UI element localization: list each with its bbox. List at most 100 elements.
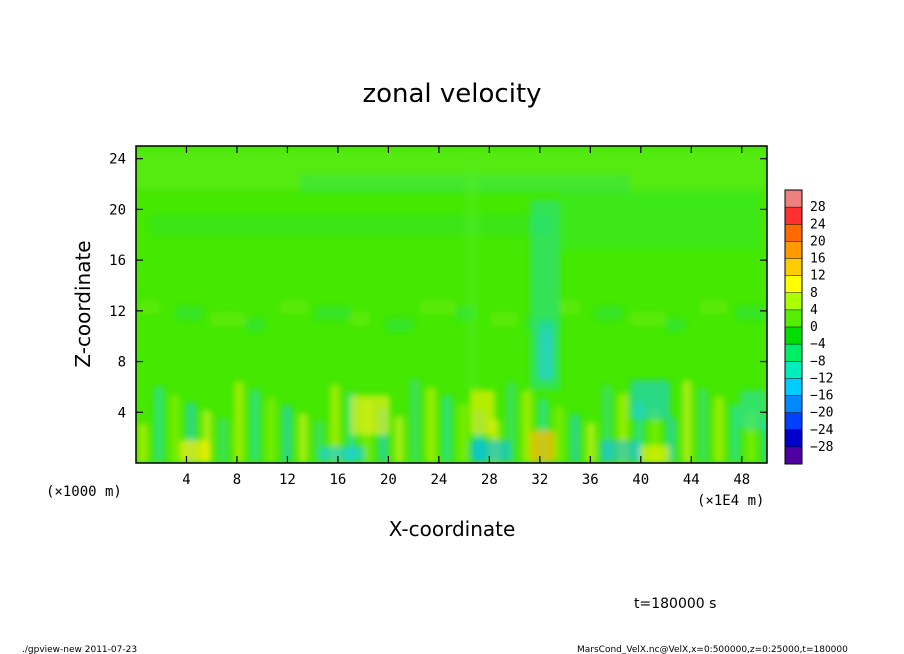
field-patch <box>470 390 495 435</box>
field-patch <box>682 380 692 463</box>
field-patch <box>600 440 640 462</box>
y-tick-label: 20 <box>109 202 126 218</box>
colorbar-label: −4 <box>810 337 826 352</box>
y-axis-ticks: 4 8 12 16 20 24 <box>109 152 767 421</box>
x-tick-label: 28 <box>481 472 498 488</box>
colorbar-label: −16 <box>810 389 833 404</box>
field-patch <box>138 423 148 463</box>
x-tick-label: 24 <box>430 472 447 488</box>
field-patch <box>640 445 670 463</box>
field-patch <box>740 390 767 430</box>
field-patch <box>282 405 292 463</box>
field-patch <box>730 404 740 463</box>
field-patch <box>315 306 351 320</box>
field-patch <box>490 312 518 326</box>
field-patch <box>538 320 554 380</box>
colorbar-segment <box>785 446 802 465</box>
colorbar-label: 20 <box>810 234 826 249</box>
y-tick-label: 24 <box>109 152 126 168</box>
colorbar-segment <box>785 429 802 448</box>
field-patch <box>170 394 180 463</box>
x-tick-label: 8 <box>233 472 241 488</box>
field-patch <box>700 300 728 314</box>
colorbar-segment <box>785 258 802 277</box>
colorbar-segment <box>785 395 802 414</box>
colorbar-segment <box>785 344 802 362</box>
x-axis-label: X-coordinate <box>389 517 516 541</box>
field-patch <box>530 430 555 462</box>
x-tick-label: 32 <box>531 472 548 488</box>
field-patch <box>465 160 479 390</box>
colorbar-label: −24 <box>810 423 834 438</box>
x-axis-ticks: 4 8 12 16 20 24 28 32 36 40 44 48 <box>182 146 750 488</box>
colorbar-label: 4 <box>810 303 818 318</box>
heatmap-area <box>136 146 767 463</box>
colorbar-segment <box>785 327 802 345</box>
field-patch <box>595 306 623 320</box>
field-patch <box>280 300 308 314</box>
field-patch <box>554 406 564 463</box>
colorbar-segment <box>785 241 802 259</box>
colorbar-label: 16 <box>810 252 826 267</box>
y-axis-label: Z-coordinate <box>71 240 95 367</box>
colorbar-segment <box>785 412 802 431</box>
colorbar-segment <box>785 275 802 294</box>
x-tick-label: 16 <box>329 472 346 488</box>
field-patch <box>210 312 246 326</box>
colorbar-label: −20 <box>810 406 833 421</box>
field-patch <box>630 380 670 420</box>
field-patch <box>426 387 436 463</box>
colorbar-label: −8 <box>810 354 826 369</box>
field-patch <box>525 318 561 332</box>
colorbar-segment <box>785 361 802 379</box>
colorbar-label: 0 <box>810 320 818 335</box>
field-patch <box>442 395 452 463</box>
field-patch <box>385 318 413 332</box>
colorbar-label: 12 <box>810 269 826 284</box>
colorbar: 28 24 20 16 12 8 4 0 −4 −8 −12 −16 −20 −24 −28 <box>784 189 834 465</box>
y-tick-label: 4 <box>118 405 126 421</box>
x-tick-label: 36 <box>582 472 599 488</box>
colorbar-label: 28 <box>810 200 826 215</box>
field-patch <box>698 388 708 463</box>
field-patch <box>458 403 468 463</box>
field-patch <box>298 413 308 463</box>
y-tick-label: 12 <box>109 304 126 320</box>
field-patch <box>560 300 580 314</box>
field-patch <box>586 422 596 463</box>
field-patch <box>410 379 420 463</box>
field-patch <box>394 416 404 463</box>
field-patch <box>570 414 580 463</box>
field-patch <box>250 389 260 463</box>
field-patch <box>350 395 390 435</box>
colorbar-segment <box>785 190 802 208</box>
colorbar-segment <box>785 378 802 396</box>
colorbar-segment <box>785 292 802 311</box>
field-patch <box>762 420 767 463</box>
field-patch <box>630 312 666 326</box>
footer-source: MarsCond_VelX.nc@VelX,x=0:500000,z=0:250… <box>577 645 848 654</box>
x-tick-label: 4 <box>182 472 190 488</box>
field-patch <box>175 306 203 320</box>
field-patch <box>218 418 228 463</box>
field-patch <box>420 300 456 314</box>
colorbar-label: −28 <box>810 440 833 455</box>
field-patch <box>140 300 160 314</box>
field-patch <box>522 390 532 463</box>
field-patch <box>266 397 276 463</box>
field-patch <box>455 306 475 320</box>
x-unit-right: (×1E4 m) <box>697 493 764 509</box>
colorbar-segment <box>785 309 802 328</box>
y-tick-label: 8 <box>118 355 126 371</box>
plot-frame <box>135 145 768 464</box>
time-label: t=180000 s <box>634 596 716 612</box>
x-tick-label: 48 <box>733 472 750 488</box>
field-patch <box>714 396 724 463</box>
colorbar-segment <box>785 207 802 225</box>
field-patch <box>180 440 210 462</box>
colorbar-label: −12 <box>810 371 833 386</box>
field-patch <box>735 306 767 320</box>
x-tick-label: 44 <box>683 472 700 488</box>
chart-title: zonal velocity <box>362 79 541 109</box>
